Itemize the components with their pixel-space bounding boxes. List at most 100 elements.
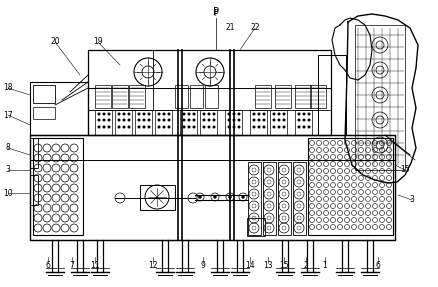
Circle shape bbox=[138, 126, 140, 128]
Circle shape bbox=[278, 113, 280, 115]
Circle shape bbox=[128, 113, 130, 115]
Circle shape bbox=[238, 126, 240, 128]
Circle shape bbox=[203, 119, 205, 121]
Text: 8: 8 bbox=[6, 144, 11, 152]
Circle shape bbox=[168, 126, 170, 128]
Bar bbox=[115, 110, 132, 135]
Circle shape bbox=[258, 119, 260, 121]
Circle shape bbox=[233, 126, 235, 128]
Text: P: P bbox=[213, 7, 219, 17]
Circle shape bbox=[168, 113, 170, 115]
Circle shape bbox=[258, 126, 260, 128]
Bar bbox=[30, 138, 38, 168]
Circle shape bbox=[233, 119, 235, 121]
Text: 15: 15 bbox=[400, 166, 410, 174]
Circle shape bbox=[183, 119, 185, 121]
Bar bbox=[293, 162, 306, 235]
Bar bbox=[255, 85, 271, 108]
Bar bbox=[355, 25, 405, 170]
Circle shape bbox=[298, 126, 300, 128]
Bar bbox=[275, 85, 291, 108]
Bar bbox=[247, 218, 265, 236]
Circle shape bbox=[233, 113, 235, 115]
Text: 17: 17 bbox=[3, 110, 13, 119]
Bar bbox=[270, 110, 287, 135]
Circle shape bbox=[168, 119, 170, 121]
Circle shape bbox=[138, 119, 140, 121]
Bar bbox=[33, 107, 55, 119]
Bar bbox=[30, 175, 38, 205]
Bar bbox=[30, 82, 88, 135]
Text: 6: 6 bbox=[46, 261, 50, 269]
Circle shape bbox=[229, 196, 231, 198]
Circle shape bbox=[188, 119, 190, 121]
Circle shape bbox=[283, 119, 285, 121]
Circle shape bbox=[228, 113, 230, 115]
Text: 3: 3 bbox=[410, 195, 414, 205]
Bar bbox=[248, 162, 261, 235]
Bar bbox=[295, 85, 311, 108]
Circle shape bbox=[283, 113, 285, 115]
Circle shape bbox=[118, 113, 120, 115]
Bar bbox=[190, 85, 203, 108]
Circle shape bbox=[103, 119, 105, 121]
Circle shape bbox=[253, 119, 255, 121]
Bar bbox=[135, 110, 152, 135]
Bar bbox=[310, 85, 326, 108]
Circle shape bbox=[98, 126, 100, 128]
Bar bbox=[200, 110, 217, 135]
Circle shape bbox=[263, 126, 265, 128]
Circle shape bbox=[258, 113, 260, 115]
Bar bbox=[88, 50, 331, 135]
Text: 6: 6 bbox=[375, 261, 381, 269]
Circle shape bbox=[183, 113, 185, 115]
Circle shape bbox=[273, 126, 275, 128]
Circle shape bbox=[214, 196, 216, 198]
Circle shape bbox=[183, 126, 185, 128]
Circle shape bbox=[283, 126, 285, 128]
Text: 21: 21 bbox=[225, 24, 235, 32]
Circle shape bbox=[253, 126, 255, 128]
Circle shape bbox=[193, 119, 195, 121]
Circle shape bbox=[208, 126, 210, 128]
Circle shape bbox=[298, 113, 300, 115]
Circle shape bbox=[298, 119, 300, 121]
Circle shape bbox=[128, 126, 130, 128]
Circle shape bbox=[238, 119, 240, 121]
Text: 15: 15 bbox=[279, 261, 289, 269]
Circle shape bbox=[163, 119, 165, 121]
Circle shape bbox=[213, 113, 215, 115]
Circle shape bbox=[143, 126, 145, 128]
Circle shape bbox=[118, 126, 120, 128]
Circle shape bbox=[199, 196, 201, 198]
Circle shape bbox=[163, 126, 165, 128]
Text: 9: 9 bbox=[201, 261, 205, 269]
Circle shape bbox=[128, 119, 130, 121]
Circle shape bbox=[228, 119, 230, 121]
Bar bbox=[95, 110, 112, 135]
Circle shape bbox=[308, 119, 310, 121]
Text: 19: 19 bbox=[93, 38, 103, 46]
Circle shape bbox=[98, 113, 100, 115]
Bar bbox=[33, 138, 83, 235]
Circle shape bbox=[158, 113, 160, 115]
Circle shape bbox=[208, 119, 210, 121]
Text: 11: 11 bbox=[90, 261, 100, 269]
Bar bbox=[318, 55, 346, 135]
Circle shape bbox=[263, 113, 265, 115]
Circle shape bbox=[253, 113, 255, 115]
Circle shape bbox=[103, 126, 105, 128]
Text: 10: 10 bbox=[3, 189, 13, 197]
Circle shape bbox=[148, 126, 150, 128]
Circle shape bbox=[303, 113, 305, 115]
Bar bbox=[263, 162, 276, 235]
Bar bbox=[205, 85, 218, 108]
Circle shape bbox=[278, 119, 280, 121]
Circle shape bbox=[303, 126, 305, 128]
Circle shape bbox=[228, 126, 230, 128]
Circle shape bbox=[148, 113, 150, 115]
Text: 22: 22 bbox=[250, 24, 260, 32]
Text: 12: 12 bbox=[148, 261, 158, 269]
Circle shape bbox=[108, 126, 110, 128]
Circle shape bbox=[273, 113, 275, 115]
